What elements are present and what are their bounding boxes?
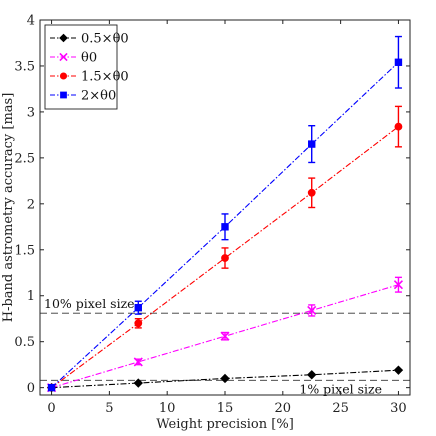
x-tick-label: 30 (390, 401, 407, 416)
data-point-marker (133, 378, 143, 388)
y-axis-label: H-band astrometry accuracy [mas] (1, 93, 16, 323)
data-point-marker (394, 58, 403, 66)
series-line (51, 126, 399, 389)
y-tick-label: 2.5 (14, 151, 35, 166)
reference-lines: 10% pixel size 1% pixel size (40, 296, 410, 396)
data-point-marker (221, 254, 229, 262)
series-3 (47, 35, 403, 392)
y-tick-label: 1 (27, 289, 35, 304)
data-point-marker (59, 72, 68, 80)
y-tick-label: 0.5 (14, 335, 35, 350)
series-group (46, 35, 404, 393)
x-tick-label: 25 (332, 401, 349, 416)
y-tick-label: 0 (27, 381, 35, 396)
x-axis-label: Weight precision [%] (156, 417, 294, 432)
x-tick-label: 5 (105, 401, 113, 416)
legend-label: 0.5×θ0 (81, 32, 129, 47)
legend-label: 1.5×θ0 (81, 70, 129, 85)
legend-label: 2×θ0 (81, 89, 116, 104)
tick-labels: 0 5 10 15 20 25 30 0 0.5 1 1.5 2 2.5 3 3.5 4 (14, 14, 406, 417)
data-point-marker (134, 303, 142, 312)
y-tick-label: 1.5 (14, 243, 35, 258)
series-line (51, 61, 399, 389)
data-point-marker (221, 223, 229, 231)
x-tick-label: 0 (47, 401, 55, 416)
data-point-marker (393, 280, 404, 290)
data-point-marker (307, 188, 316, 197)
data-point-marker (134, 319, 143, 328)
legend-entry: 2×θ0 (50, 89, 116, 104)
legend-label: θ0 (81, 51, 97, 66)
x-tick-label: 10 (159, 401, 176, 416)
reference-line-label: 10% pixel size (44, 296, 135, 311)
data-point-marker (133, 357, 143, 367)
data-point-marker (220, 331, 230, 341)
data-point-marker (59, 33, 68, 43)
y-tick-label: 4 (27, 14, 35, 29)
data-point-marker (47, 383, 56, 392)
y-tick-label: 2 (27, 197, 35, 212)
data-point-marker (220, 373, 230, 384)
legend-entry: 0.5×θ0 (50, 32, 129, 47)
series-1 (46, 276, 404, 393)
data-point-marker (60, 91, 67, 99)
data-point-marker (307, 370, 317, 380)
y-tick-label: 3 (27, 105, 35, 120)
data-point-marker (307, 305, 317, 316)
legend: 0.5×θ0 θ0 1.5×θ0 2×θ0 (44, 24, 129, 110)
y-tick-label: 3.5 (14, 59, 35, 74)
x-tick-label: 15 (217, 401, 234, 416)
axis-ticks (40, 19, 410, 395)
legend-entry: 1.5×θ0 (50, 70, 129, 85)
data-point-marker (393, 365, 404, 375)
reference-line-label: 1% pixel size (299, 381, 382, 396)
x-tick-label: 20 (275, 401, 292, 416)
legend-entry: θ0 (50, 51, 97, 66)
data-point-marker (59, 52, 68, 62)
data-point-marker (308, 140, 316, 148)
data-point-marker (394, 122, 403, 131)
